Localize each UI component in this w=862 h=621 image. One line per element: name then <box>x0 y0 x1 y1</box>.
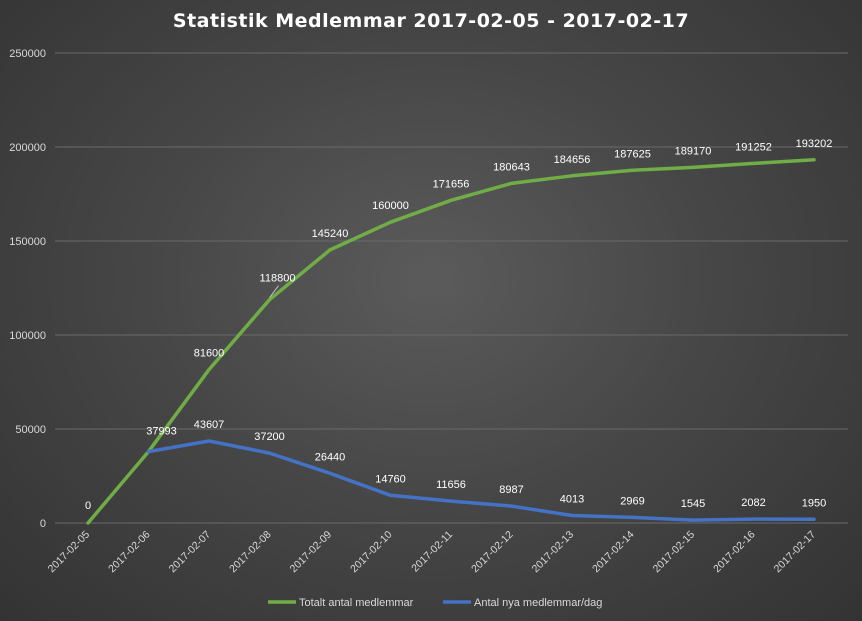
y-tick-label: 0 <box>40 518 46 530</box>
data-label: 1950 <box>802 497 826 509</box>
data-label: 37200 <box>254 431 285 443</box>
data-point <box>752 517 755 521</box>
data-point <box>449 198 453 202</box>
data-label: 81600 <box>194 348 225 360</box>
data-point <box>207 439 211 443</box>
leader-line <box>269 285 279 298</box>
data-label: 171656 <box>433 178 470 190</box>
data-point <box>691 518 695 522</box>
series-line-total <box>86 158 816 525</box>
legend-label: Totalt antal medlemmar <box>299 597 414 609</box>
x-tick-label: 2017-02-08 <box>227 529 274 576</box>
data-label: 184656 <box>554 154 591 166</box>
data-label: 8987 <box>499 484 523 496</box>
x-tick-label: 2017-02-13 <box>530 529 577 576</box>
x-tick-label: 2017-02-09 <box>288 529 335 576</box>
data-point <box>86 521 90 525</box>
data-label: 11656 <box>436 479 466 491</box>
data-point <box>570 513 574 517</box>
data-label: 43607 <box>194 419 225 431</box>
data-point <box>389 220 392 224</box>
series-line-new-per-day <box>146 439 816 522</box>
x-tick-label: 2017-02-07 <box>167 529 214 576</box>
data-point <box>207 368 211 372</box>
data-point <box>812 517 816 521</box>
data-label: 193202 <box>796 138 833 150</box>
x-tick-label: 2017-02-12 <box>469 529 516 576</box>
x-tick-label: 2017-02-10 <box>348 529 395 576</box>
x-tick-label: 2017-02-05 <box>46 529 93 576</box>
data-point <box>510 504 513 508</box>
data-label: 2969 <box>620 495 644 507</box>
data-label: 14760 <box>375 473 406 485</box>
y-tick-label: 150000 <box>9 236 46 248</box>
x-tick-label: 2017-02-15 <box>651 529 698 576</box>
y-tick-label: 100000 <box>9 330 46 342</box>
data-point <box>510 181 513 185</box>
data-point <box>147 450 150 454</box>
y-tick-label: 200000 <box>9 142 46 154</box>
data-point <box>752 161 755 165</box>
data-label: 191252 <box>735 141 772 153</box>
data-point <box>812 158 816 162</box>
data-point <box>449 499 453 503</box>
data-point <box>631 168 634 172</box>
data-label: 0 <box>85 500 91 512</box>
data-label: 160000 <box>372 200 409 212</box>
data-point <box>691 165 695 169</box>
data-point <box>268 451 271 455</box>
data-label: 187625 <box>614 148 651 160</box>
legend-label: Antal nya medlemmar/dag <box>474 597 602 609</box>
y-tick-label: 250000 <box>9 48 46 60</box>
data-label: 2082 <box>741 497 765 509</box>
data-label: 1545 <box>681 498 705 510</box>
x-tick-label: 2017-02-16 <box>711 529 758 576</box>
data-label: 26440 <box>315 451 346 463</box>
x-tick-label: 2017-02-11 <box>409 529 455 575</box>
data-point <box>570 174 574 178</box>
data-point <box>389 493 392 497</box>
y-tick-label: 50000 <box>15 424 46 436</box>
data-point <box>631 515 634 519</box>
x-tick-label: 2017-02-06 <box>106 529 153 576</box>
data-label: 189170 <box>675 145 712 157</box>
data-point <box>328 248 332 252</box>
data-point <box>328 471 332 475</box>
chart-title: Statistik Medlemmar 2017-02-05 - 2017-02… <box>172 10 690 32</box>
x-tick-label: 2017-02-17 <box>772 529 819 576</box>
x-tick-label: 2017-02-14 <box>590 529 637 576</box>
data-label: 37993 <box>146 426 177 438</box>
data-point <box>268 298 271 302</box>
data-label: 145240 <box>312 228 349 240</box>
data-label: 4013 <box>560 493 584 505</box>
data-label: 180643 <box>493 161 530 173</box>
data-label: 118800 <box>260 273 296 285</box>
